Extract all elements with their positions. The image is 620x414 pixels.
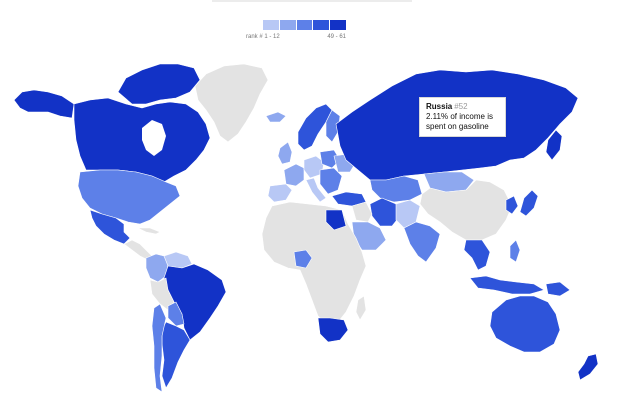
- country-alaska[interactable]: [13, 89, 75, 119]
- rank-legend: rank # 1 - 12 49 - 61: [246, 20, 346, 40]
- legend-labels: rank # 1 - 12 49 - 61: [246, 34, 346, 40]
- country-nigeria[interactable]: [293, 249, 313, 269]
- country-venezuela[interactable]: [163, 251, 193, 269]
- tooltip-country-name: Russia: [426, 102, 453, 111]
- legend-swatch-5[interactable]: [330, 20, 346, 30]
- legend-swatch-2[interactable]: [279, 20, 296, 30]
- legend-low-label: rank # 1 - 12: [246, 34, 280, 40]
- country-japan[interactable]: [519, 189, 539, 217]
- country-cuba[interactable]: [137, 227, 161, 235]
- legend-swatches: [263, 20, 346, 30]
- country-iceland[interactable]: [265, 111, 287, 123]
- legend-swatch-3[interactable]: [296, 20, 313, 30]
- country-india[interactable]: [403, 221, 441, 263]
- country-egypt[interactable]: [325, 209, 347, 231]
- legend-swatch-4[interactable]: [313, 20, 330, 30]
- country-kazakhstan[interactable]: [369, 175, 423, 203]
- country-mexico[interactable]: [89, 209, 131, 245]
- country-indonesia[interactable]: [469, 275, 545, 295]
- country-iberia[interactable]: [267, 183, 293, 203]
- country-peru[interactable]: [149, 277, 175, 311]
- country-iraq[interactable]: [351, 201, 373, 223]
- legend-high-label: 49 - 61: [327, 34, 346, 40]
- country-greenland[interactable]: [194, 63, 269, 143]
- country-south-africa[interactable]: [317, 317, 349, 343]
- country-tooltip: Russia #52 2.11% of income is spent on ga…: [419, 97, 506, 137]
- hudson-bay: [142, 120, 166, 156]
- country-new-zealand[interactable]: [577, 353, 599, 381]
- tooltip-rank: #52: [454, 102, 468, 111]
- top-divider: [212, 0, 412, 2]
- country-france[interactable]: [283, 163, 305, 187]
- legend-swatch-1[interactable]: [263, 20, 279, 30]
- country-philippines[interactable]: [509, 239, 521, 263]
- tooltip-line-2: spent on gasoline: [426, 122, 489, 131]
- country-korea[interactable]: [505, 195, 519, 215]
- country-australia[interactable]: [489, 295, 561, 353]
- country-italy[interactable]: [305, 177, 327, 203]
- tooltip-header: Russia #52: [426, 102, 500, 112]
- country-southeast-asia[interactable]: [463, 239, 491, 271]
- tooltip-line-1: 2.11% of income is: [426, 112, 493, 121]
- country-canada-islands[interactable]: [117, 63, 201, 105]
- country-russia-kamchatka[interactable]: [545, 129, 563, 161]
- country-uk[interactable]: [277, 141, 293, 165]
- country-africa-other[interactable]: [261, 201, 367, 327]
- country-png[interactable]: [545, 281, 571, 297]
- country-bolivia[interactable]: [167, 301, 185, 327]
- country-chile[interactable]: [151, 303, 167, 393]
- country-usa[interactable]: [77, 169, 181, 225]
- country-balkans[interactable]: [319, 167, 343, 195]
- country-madagascar[interactable]: [355, 295, 367, 321]
- country-iran[interactable]: [369, 197, 401, 227]
- country-china[interactable]: [419, 179, 513, 241]
